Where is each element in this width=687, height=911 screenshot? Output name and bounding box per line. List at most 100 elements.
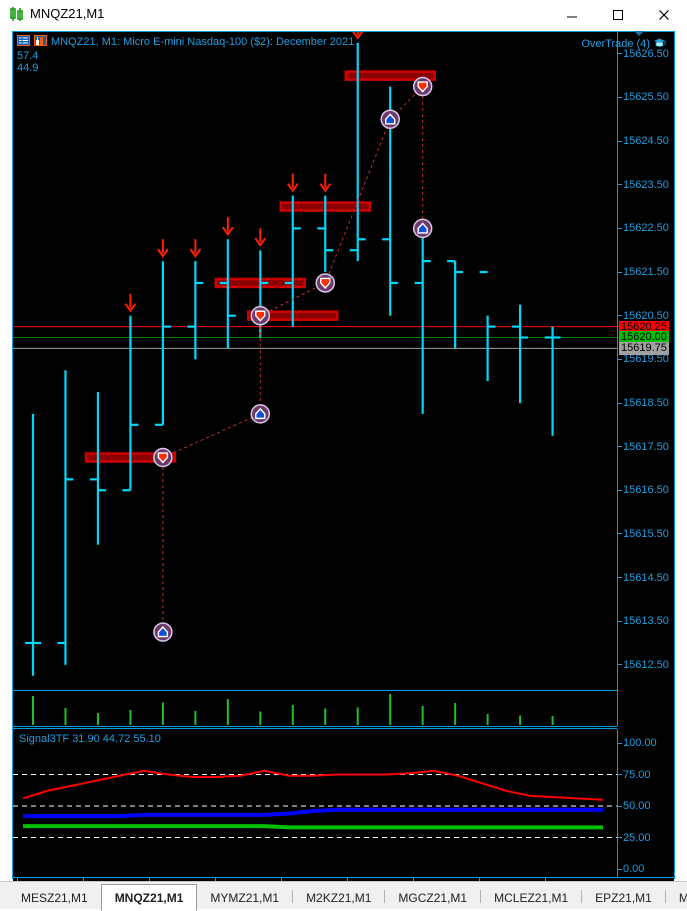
chart-tab-bar[interactable]: MESZ21,M1 MNQZ21,M1 MYMZ21,M1 M2KZ21,M1 MGCZ… — [0, 881, 687, 911]
tab-separator — [581, 890, 583, 903]
time-tick-mark — [545, 878, 546, 882]
indicator-tick: 0.00 — [618, 864, 644, 875]
trade-marker-buy — [412, 218, 433, 239]
indicator-line-signal-slow — [23, 824, 603, 830]
sell-arrow-icon — [222, 217, 234, 237]
sell-arrow-icon — [286, 173, 299, 193]
maximize-button[interactable] — [595, 0, 641, 29]
ohlc-bar — [25, 413, 41, 676]
ask-price-tag[interactable]: 15620.25 — [619, 320, 669, 334]
overtrade-indicator[interactable]: OverTrade (4) — [581, 31, 666, 53]
indicator-title: Signal3TF 31.90 44.72 55.10 — [19, 733, 161, 745]
time-tick-mark — [479, 878, 480, 882]
indicator-line-signal-fast — [22, 769, 604, 801]
trade-marker-buy — [380, 109, 400, 130]
price-tick: 15615.50 — [618, 528, 669, 540]
price-tick: 15626.50 — [618, 48, 669, 60]
volume-bars-canvas — [32, 694, 554, 725]
trade-connector — [162, 85, 424, 633]
ohlc-bar — [154, 261, 171, 426]
trade-marker-sell — [153, 447, 173, 468]
candlestick-icon — [8, 5, 26, 23]
price-tick: 15616.50 — [618, 485, 669, 496]
trade-marker-sell — [250, 305, 271, 326]
time-tick-mark — [281, 878, 282, 882]
chart-tab[interactable]: EPZ21,M1 — [582, 886, 665, 909]
indicator-line-signal-mid — [23, 807, 603, 819]
chart-tab[interactable]: MGCZ21,M1 — [385, 886, 481, 909]
chart-tab-active[interactable]: MNQZ21,M1 — [100, 884, 198, 911]
price-tick: 15612.50 — [618, 659, 669, 671]
indicator-top-border — [13, 728, 617, 729]
price-tick: 15617.50 — [618, 441, 669, 453]
chart-area[interactable]: MNQZ21, M1: Micro E-mini Nasdaq-100 ($2)… — [12, 31, 675, 897]
chart-tab[interactable]: MCLEZ21,M1 — [481, 886, 582, 909]
time-tick-mark — [413, 878, 414, 882]
trade-marker-sell — [315, 273, 336, 293]
minimize-button[interactable] — [549, 0, 595, 29]
price-tick: 15622.50 — [618, 223, 669, 234]
price-tick: 15625.50 — [618, 92, 669, 103]
price-tick: 15623.50 — [618, 179, 669, 191]
sell-arrow-icon — [352, 32, 364, 40]
ohlc-bar — [447, 260, 464, 349]
price-tick: 15618.50 — [618, 397, 669, 409]
sell-arrow-icon — [157, 239, 169, 258]
ohlc-bar — [544, 326, 561, 436]
price-scale[interactable]: 15626.50 15625.50 15624.50 15623.50 15622.50… — [617, 32, 674, 726]
indicator-tick: 25.00 — [618, 832, 651, 844]
close-button[interactable] — [641, 0, 687, 29]
indicator-readout: 57.4 44.9 — [17, 50, 38, 74]
ohlc-bar — [89, 392, 106, 545]
chart-tab[interactable]: M2KZ21,M1 — [293, 886, 385, 909]
trade-marker-buy — [153, 622, 173, 642]
chart-header: MNQZ21, M1: Micro E-mini Nasdaq-100 ($2)… — [17, 35, 354, 49]
ohlc-bar — [349, 42, 366, 262]
sell-arrow-icon — [189, 239, 202, 258]
time-tick-mark — [347, 878, 348, 882]
ohlc-bar — [479, 270, 496, 382]
price-tick: 15621.50 — [618, 267, 669, 278]
sell-arrow-icon — [124, 293, 137, 313]
tab-separator — [384, 890, 386, 903]
ohlc-bar — [187, 261, 204, 360]
chart-symbol-label: MNQZ21, M1: Micro E-mini Nasdaq-100 ($2)… — [51, 36, 355, 48]
chart-tab[interactable]: M6EZ21,M1 — [665, 886, 687, 909]
price-volume-divider — [13, 690, 617, 691]
tab-separator — [480, 890, 482, 903]
collapse-triangle-icon[interactable] — [634, 31, 644, 36]
trade-marker-sell — [412, 76, 433, 97]
window-title-bar: MNQZ21,M1 — [0, 0, 687, 29]
price-tick: 15614.50 — [618, 572, 669, 584]
time-tick-mark — [149, 878, 150, 882]
indicator-plot[interactable]: Signal3TF 31.90 44.72 55.10 — [13, 729, 617, 877]
ohlc-bar — [512, 304, 529, 403]
indicator-tick: 75.00 — [618, 769, 651, 781]
volume-plot — [13, 691, 617, 726]
price-tick: 15620.50 — [618, 310, 669, 322]
chart-tab[interactable]: MESZ21,M1 — [8, 886, 101, 909]
data-window-icon[interactable] — [17, 33, 30, 51]
bid-price-tag[interactable]: 15620.00 — [619, 331, 669, 345]
ohlc-bar — [317, 195, 334, 273]
indicator-tick: 100.00 — [618, 738, 657, 749]
trade-marker-buy — [250, 404, 271, 424]
price-series-canvas — [13, 32, 617, 676]
indicator-tick: 50.00 — [618, 801, 651, 812]
price-plot[interactable] — [13, 32, 617, 691]
ohlc-bar — [219, 239, 236, 349]
last-price-tag[interactable]: 15619.75 — [619, 342, 669, 356]
chart-properties-icon[interactable] — [34, 33, 47, 51]
chart-tabs[interactable]: MESZ21,M1 MNQZ21,M1 MYMZ21,M1 M2KZ21,M1 MGCZ… — [8, 882, 687, 911]
ohlc-bar — [122, 315, 139, 492]
tab-separator — [664, 890, 666, 903]
time-tick-mark — [83, 878, 84, 882]
indicator-scale[interactable]: 100.00 75.00 50.00 25.00 0.00 — [617, 729, 674, 877]
chart-tab[interactable]: MYMZ21,M1 — [197, 886, 293, 909]
overtrade-icon[interactable] — [653, 35, 666, 53]
time-tick-mark — [215, 878, 216, 882]
price-tick: 15613.50 — [618, 616, 669, 627]
indicator-value-2: 44.9 — [17, 62, 39, 74]
sell-arrow-icon — [254, 228, 267, 247]
